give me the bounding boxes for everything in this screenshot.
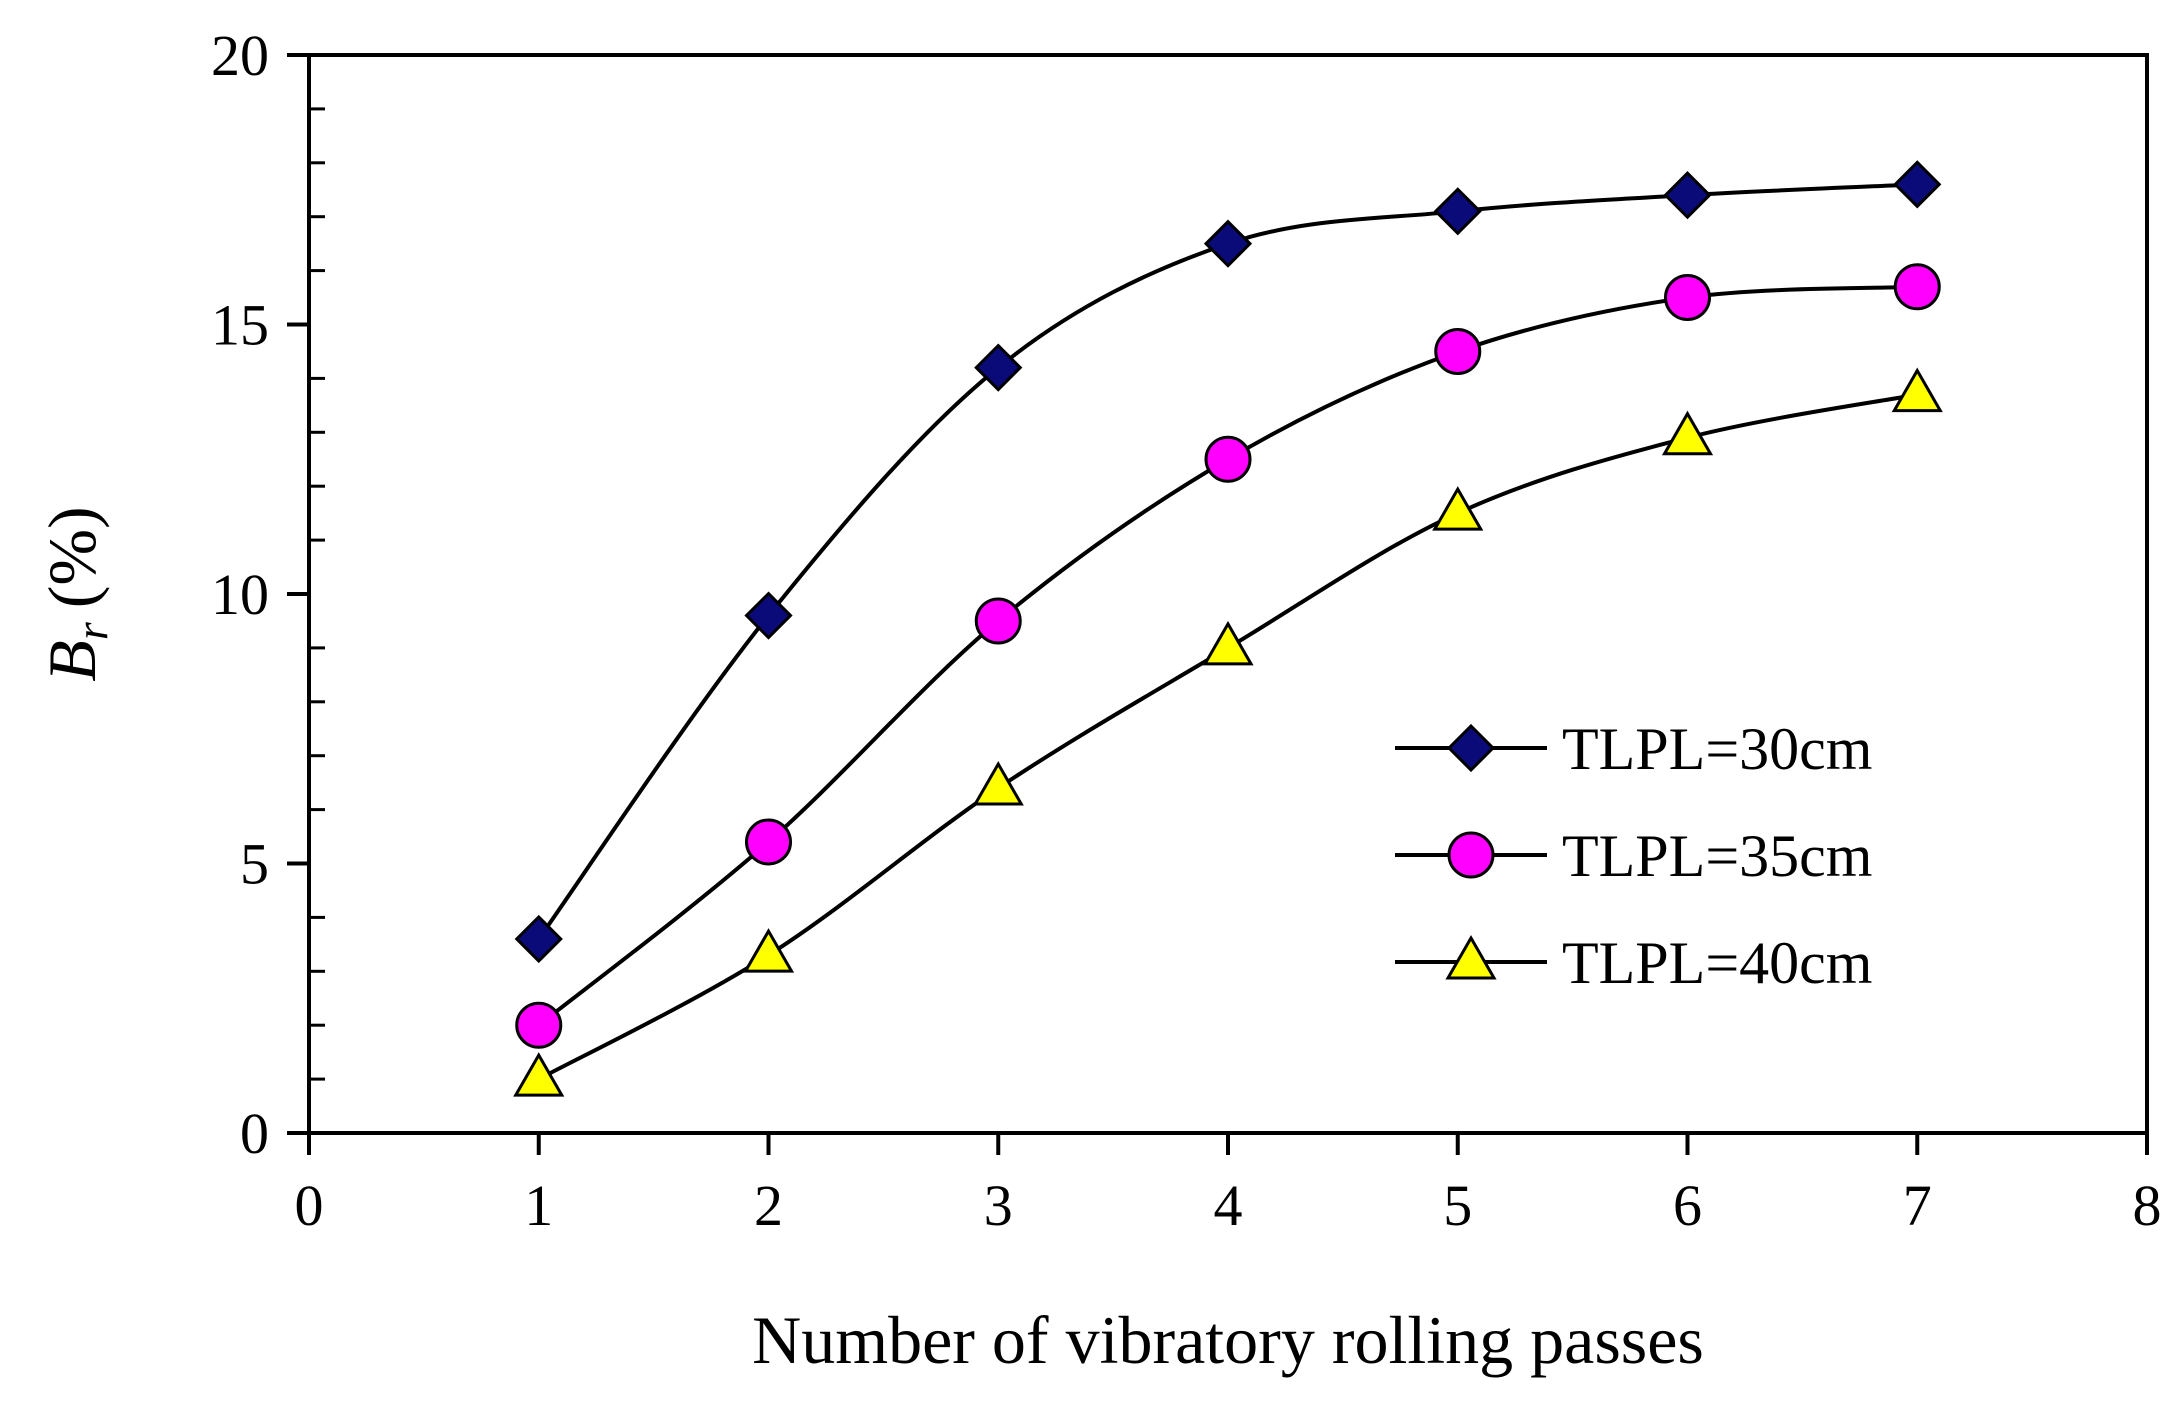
x-tick-label: 7 [1903, 1173, 1932, 1238]
x-tick-label: 2 [754, 1173, 783, 1238]
data-point-tlpl-30 [744, 591, 793, 640]
legend-marker-tlpl-30 [1446, 723, 1496, 773]
data-point-tlpl-35 [745, 818, 792, 866]
data-point-tlpl-30 [1893, 160, 1942, 209]
legend-label-tlpl-35: TLPL=35cm [1562, 823, 1872, 889]
x-axis-title: Number of vibratory rolling passes [752, 1302, 1704, 1378]
x-tick-label: 6 [1673, 1173, 1702, 1238]
data-point-tlpl-40 [1202, 620, 1254, 666]
y-axis-unit: (%) [34, 506, 110, 608]
y-tick-label: 15 [211, 293, 269, 358]
data-point-tlpl-40 [513, 1052, 565, 1097]
y-axis-subscript: r [66, 621, 117, 640]
data-point-tlpl-40 [972, 761, 1024, 806]
data-point-tlpl-30 [1203, 219, 1253, 268]
y-axis-title: Br (%) [34, 506, 117, 681]
axis-ticks [287, 53, 2149, 1155]
tick-labels: 0 1 2 3 4 5 6 7 8 0 5 10 15 20 [211, 23, 2162, 1238]
data-point-tlpl-40 [1432, 486, 1484, 531]
data-point-tlpl-30 [974, 343, 1023, 392]
data-point-tlpl-40 [742, 928, 795, 973]
x-tick-label: 0 [295, 1173, 324, 1238]
data-point-tlpl-35 [515, 1001, 563, 1049]
legend-marker-tlpl-40 [1445, 934, 1497, 980]
legend-label-tlpl-30: TLPL=30cm [1562, 716, 1872, 782]
data-point-tlpl-35 [1664, 274, 1711, 322]
y-tick-label: 20 [211, 23, 269, 88]
data-point-tlpl-35 [1434, 327, 1482, 375]
y-tick-label: 10 [211, 562, 269, 627]
data-point-tlpl-30 [514, 914, 563, 964]
x-tick-label: 3 [984, 1173, 1013, 1238]
data-point-tlpl-35 [1204, 435, 1252, 483]
x-tick-label: 1 [524, 1173, 553, 1238]
data-point-tlpl-30 [1663, 171, 1712, 220]
legend-marker-tlpl-35 [1447, 831, 1495, 879]
data-point-tlpl-35 [1893, 263, 1941, 311]
x-tick-label: 5 [1443, 1173, 1472, 1238]
data-point-tlpl-40 [1661, 410, 1714, 456]
data-point-tlpl-40 [1891, 367, 1943, 413]
legend-label-tlpl-40: TLPL=40cm [1562, 930, 1872, 996]
legend: TLPL=30cm TLPL=35cm TLPL=40cm [1395, 716, 1872, 996]
data-point-tlpl-30 [1433, 187, 1482, 236]
y-tick-label: 5 [240, 832, 269, 897]
series-markers [513, 160, 1943, 1097]
y-axis-symbol: B [34, 640, 110, 682]
y-tick-label: 0 [240, 1101, 269, 1166]
x-tick-label: 4 [1214, 1173, 1243, 1238]
data-point-tlpl-35 [974, 597, 1022, 645]
x-tick-label: 8 [2133, 1173, 2162, 1238]
